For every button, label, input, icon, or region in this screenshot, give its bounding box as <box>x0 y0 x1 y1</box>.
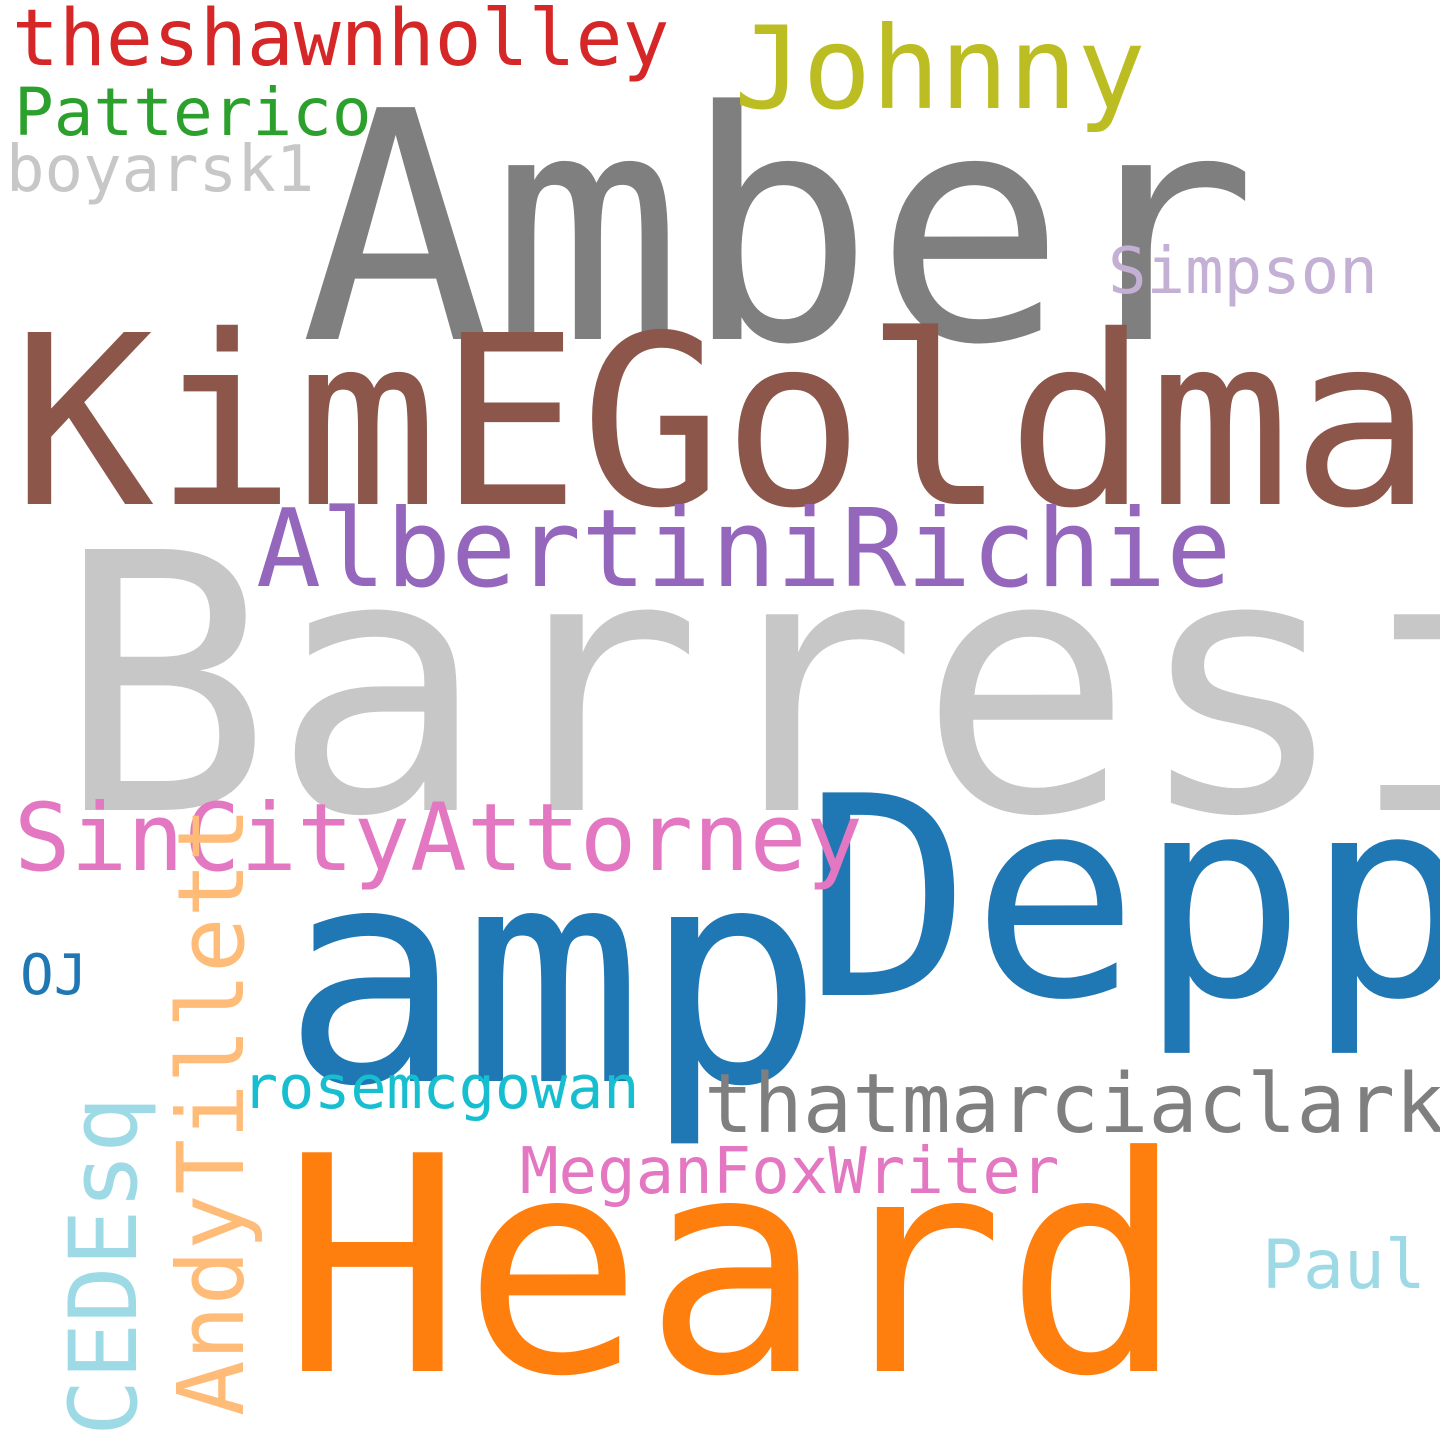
word-johnny: Johnny <box>734 2 1146 135</box>
word-sincityattorney: SinCityAttorney <box>14 784 863 893</box>
word-albertinirichie: AlbertiniRichie <box>256 487 1232 612</box>
word-amber: Amber <box>300 44 1258 414</box>
word-kimegoldman: KimEGoldman <box>12 285 1440 560</box>
word-andytillett: AndyTillett <box>158 806 265 1416</box>
word-thatmarciaclark: thatmarciaclark <box>704 1057 1440 1152</box>
word-rosemcgowan: rosemcgowan <box>242 1053 640 1123</box>
word-barresi: Barresi <box>56 479 1440 895</box>
word-cedesq: CEDEsq <box>50 1096 159 1436</box>
word-oj: OJ <box>20 943 88 1008</box>
word-depp: Depp <box>804 737 1440 1061</box>
word-simpson: Simpson <box>1108 235 1378 309</box>
word-patterico: Patterico <box>14 74 372 151</box>
word-boyarsk1: boyarsk1 <box>6 133 315 207</box>
word-amp: amp <box>282 803 824 1152</box>
word-theshawnholley: theshawnholley <box>12 0 670 84</box>
word-heard: Heard <box>282 1093 1186 1442</box>
word-meganfoxwriter: MeganFoxWriter <box>520 1135 1060 1209</box>
word-paul: Paul <box>1262 1226 1426 1305</box>
